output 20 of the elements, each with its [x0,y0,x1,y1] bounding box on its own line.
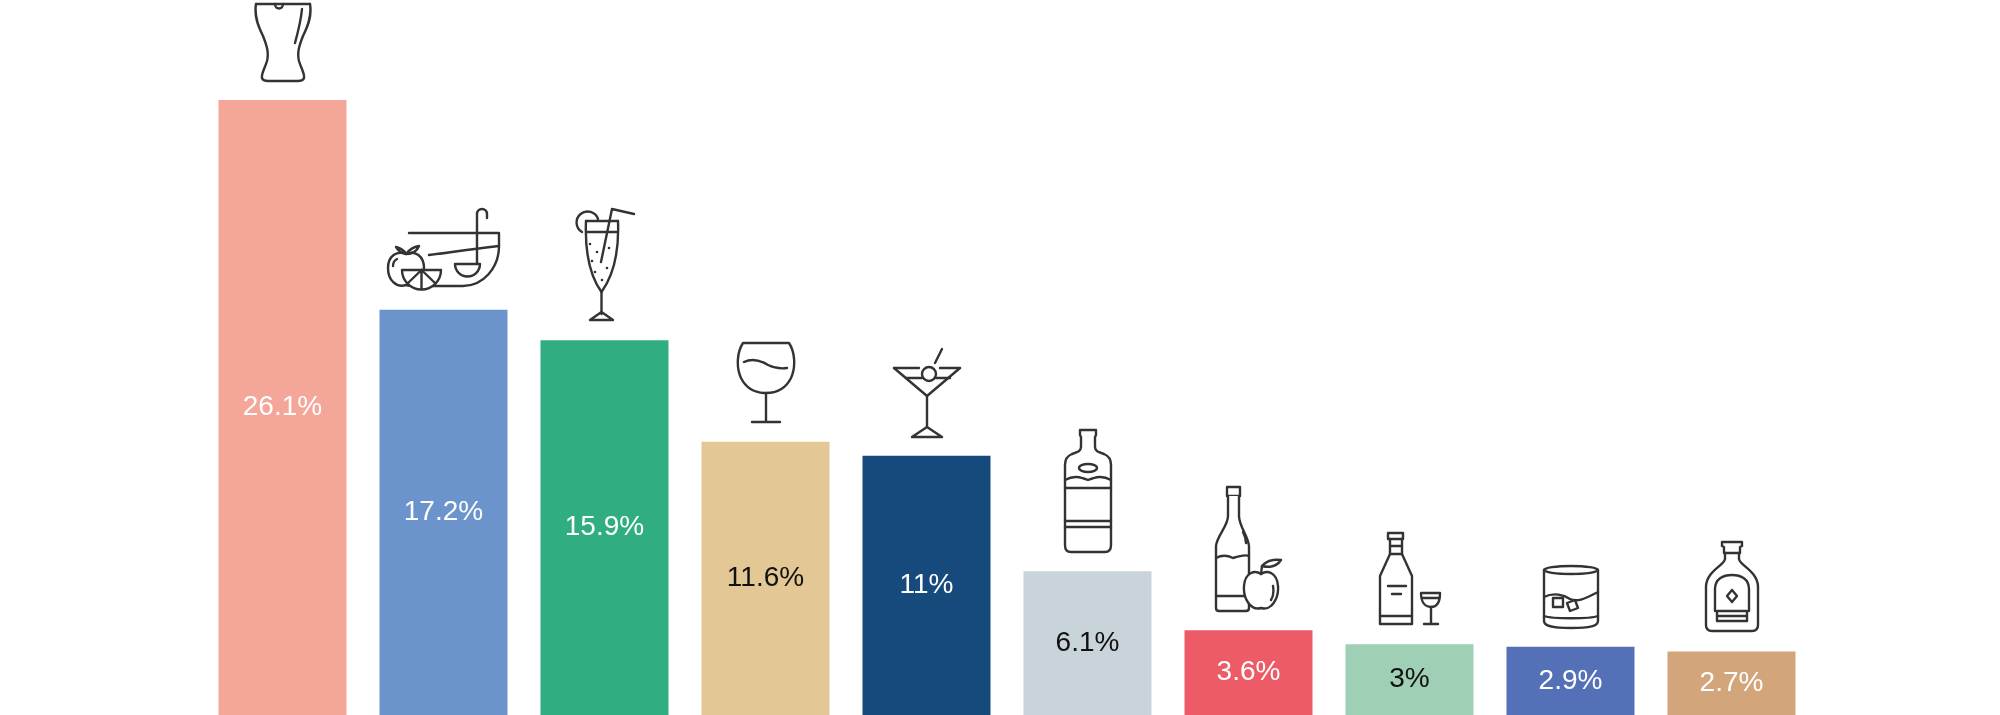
bar [701,441,830,715]
data-label: 2.9% [1538,663,1603,695]
data-label: 2.7% [1699,665,1764,697]
data-label: 17.2% [403,495,484,527]
bar [218,100,347,715]
bar [1345,644,1474,715]
bar [1023,571,1152,715]
bar [379,309,508,715]
bar [1506,646,1635,715]
data-label: 26.1% [242,390,323,422]
data-label: 3.6% [1216,655,1281,687]
data-label: 15.9% [564,510,645,542]
bar [540,340,669,715]
bar [1667,651,1796,715]
data-label: 11% [899,568,954,600]
data-label: 11.6% [726,561,805,593]
data-label: 6.1% [1055,625,1120,657]
bar [1184,630,1313,715]
bar [862,455,991,715]
data-label: 3% [1389,662,1430,694]
